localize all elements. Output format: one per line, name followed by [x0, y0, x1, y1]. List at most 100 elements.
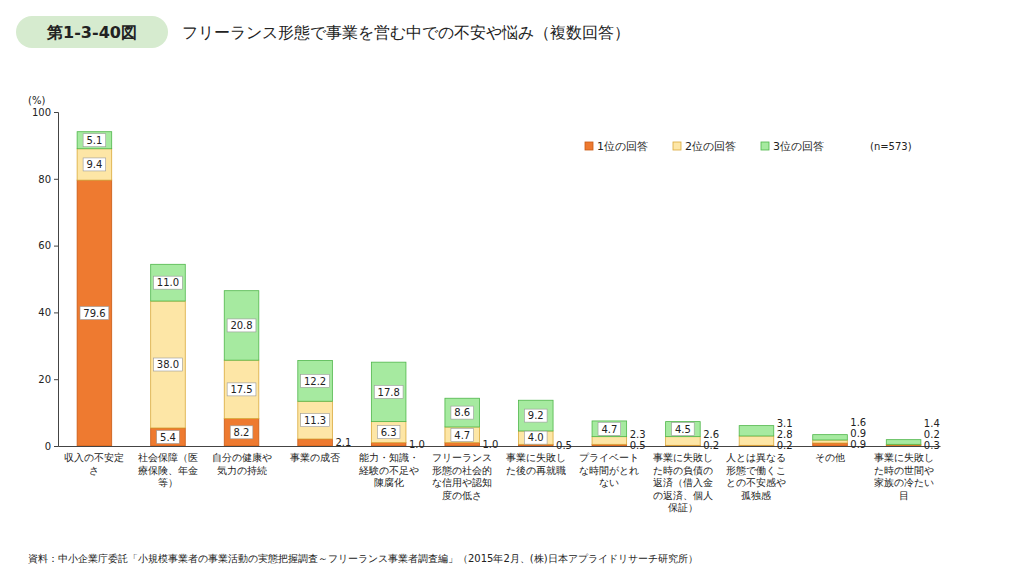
y-tick-mark — [54, 179, 58, 180]
bar-segment — [445, 443, 480, 446]
data-label: 1.4 — [924, 418, 940, 429]
figure-label-bg — [16, 16, 168, 48]
bar-segment — [151, 428, 186, 446]
bar-segment — [592, 421, 627, 437]
data-label: 20.8 — [230, 320, 252, 331]
data-label-bg — [157, 430, 180, 443]
data-label: 8.2 — [234, 427, 250, 438]
legend-label: 1位の回答 — [597, 140, 648, 153]
y-tick-mark — [54, 312, 58, 313]
figure-label: 第1-3-40図 — [46, 23, 137, 42]
y-tick: 60 — [38, 240, 58, 251]
data-label: 3.1 — [777, 418, 793, 429]
bar-segment — [445, 398, 480, 427]
x-tick-label: 事業に失敗した時の世間や家族の冷たい目 — [874, 452, 934, 501]
data-label: 4.5 — [675, 424, 691, 435]
legend-label: 2位の回答 — [685, 140, 736, 153]
y-tick: 0 — [45, 441, 58, 452]
bars — [77, 132, 921, 446]
y-tick-label: 0 — [45, 441, 51, 452]
bar-segment — [813, 435, 848, 440]
data-label: 0.9 — [850, 428, 866, 439]
x-tick-label: 自分の健康や気力の持続 — [212, 452, 272, 476]
data-label-bg — [227, 383, 256, 396]
data-label: 2.6 — [703, 429, 719, 440]
data-label: 2.3 — [630, 429, 646, 440]
y-tick-label: 40 — [38, 307, 51, 318]
data-label: 9.4 — [86, 159, 102, 170]
bar-segment — [77, 132, 112, 149]
data-label: 11.0 — [157, 277, 179, 288]
data-label: 5.4 — [160, 432, 176, 443]
x-tick-label: 能力・知識・経験の不足や陳腐化 — [358, 452, 419, 488]
legend-item: 1位の回答 — [585, 140, 648, 153]
bar-segment — [518, 431, 553, 444]
data-label: 17.5 — [230, 384, 252, 395]
x-tick: その他 — [815, 446, 845, 463]
data-label: 11.3 — [304, 415, 326, 426]
bar-segment — [813, 443, 848, 446]
data-label: 2.8 — [777, 429, 793, 440]
data-label-bg — [83, 158, 106, 171]
x-tick: フリーランス形態の社会的な信用や認知度の低さ — [432, 446, 492, 501]
y-tick-label: 60 — [38, 240, 51, 251]
bar-segment — [224, 419, 259, 446]
x-tick-label: 事業に失敗した時の負債の返済（借入金の返済、個人保証） — [653, 452, 713, 513]
x-axis: 収入の不安定さ社会保障（医療保険、年金等） 自分の健康や気力の持続 事業の成否 能力・… — [59, 446, 941, 513]
y-tick: 100 — [32, 107, 58, 118]
bar-segment — [886, 445, 921, 446]
y-tick-mark — [54, 379, 58, 380]
y-axis-label: (%) — [28, 95, 45, 106]
data-label: 0.5 — [556, 440, 572, 451]
y-tick-mark — [54, 446, 58, 447]
y-tick-mark — [54, 112, 58, 113]
data-label-bg — [230, 426, 253, 439]
data-label: 4.7 — [454, 430, 470, 441]
y-tick: 20 — [38, 374, 58, 385]
data-label: 8.6 — [454, 407, 470, 418]
bar-segment — [371, 422, 406, 443]
x-tick-label: フリーランス形態の社会的な信用や認知度の低さ — [432, 452, 492, 501]
y-tick-label: 80 — [38, 174, 51, 185]
data-label-bg — [227, 319, 256, 332]
bar-segment — [371, 443, 406, 446]
data-labels: 79.65.48.22.11.01.00.50.50.20.20.90.39.4… — [80, 134, 940, 451]
bar-segment — [813, 440, 848, 443]
legend-label: 3位の回答 — [773, 140, 824, 153]
x-tick: 事業に失敗した時の世間や家族の冷たい目 — [874, 446, 934, 501]
data-label: 12.2 — [304, 376, 326, 387]
bar-segment — [592, 437, 627, 445]
legend-item: 3位の回答 — [761, 140, 824, 153]
bar-segment — [151, 301, 186, 428]
bar-segment — [739, 436, 774, 445]
x-tick-label: プライベートな時間がとれない — [579, 452, 639, 488]
bar-segment — [298, 360, 333, 401]
bar-segment — [445, 427, 480, 443]
bar-segment — [77, 149, 112, 180]
data-label-bg — [301, 414, 330, 427]
y-axis: 0 20 40 60 80 100 — [32, 107, 59, 452]
bar-segment — [298, 401, 333, 439]
legend-item: 2位の回答 — [673, 140, 736, 153]
legend: 1位の回答 2位の回答 3位の回答 — [585, 140, 824, 153]
data-label: 9.2 — [528, 410, 544, 421]
x-tick-label: その他 — [815, 452, 845, 463]
title: フリーランス形態で事業を営む中での不安や悩み（複数回答） — [182, 23, 630, 42]
x-tick-label: 社会保障（医療保険、年金等） — [138, 452, 198, 488]
data-label-bg — [451, 406, 474, 419]
y-tick-label: 20 — [38, 374, 51, 385]
bar-segment — [224, 360, 259, 418]
data-label: 0.5 — [630, 440, 646, 451]
source: 資料：中小企業庁委託「小規模事業者の事業活動の実態把握調査～フリーランス事業者調… — [28, 553, 698, 564]
data-label: 0.3 — [924, 440, 940, 451]
x-tick-label: 収入の不安定さ — [64, 452, 124, 476]
x-axis-line — [59, 446, 941, 447]
data-label-bg — [672, 423, 695, 436]
data-label: 1.0 — [483, 439, 499, 450]
x-tick: 社会保障（医療保険、年金等） — [138, 446, 198, 488]
x-tick: 事業の成否 — [290, 446, 340, 463]
bar-segment — [77, 180, 112, 446]
bar-segment — [151, 264, 186, 301]
bar-segment — [886, 440, 921, 445]
data-label: 1.0 — [409, 439, 425, 450]
